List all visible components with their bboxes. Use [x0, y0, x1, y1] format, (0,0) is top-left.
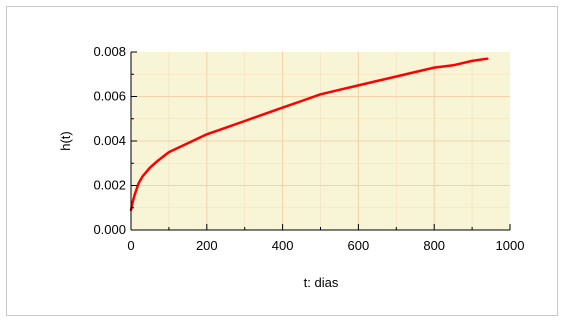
x-tick-label: 800	[423, 238, 445, 253]
x-tick-label: 200	[196, 238, 218, 253]
x-tick-label: 0	[127, 238, 134, 253]
x-tick-label: 1000	[496, 238, 525, 253]
y-tick-label: 0.002	[93, 178, 126, 193]
y-tick-label: 0.000	[93, 222, 126, 237]
y-tick-label: 0.004	[93, 133, 126, 148]
x-axis-title: t: dias	[304, 275, 339, 290]
y-axis-title: h(t)	[58, 131, 73, 151]
y-tick-label: 0.006	[93, 89, 126, 104]
y-tick-label: 0.008	[93, 44, 126, 59]
series-line	[129, 57, 489, 212]
x-tick-label: 600	[348, 238, 370, 253]
x-tick-label: 400	[272, 238, 294, 253]
